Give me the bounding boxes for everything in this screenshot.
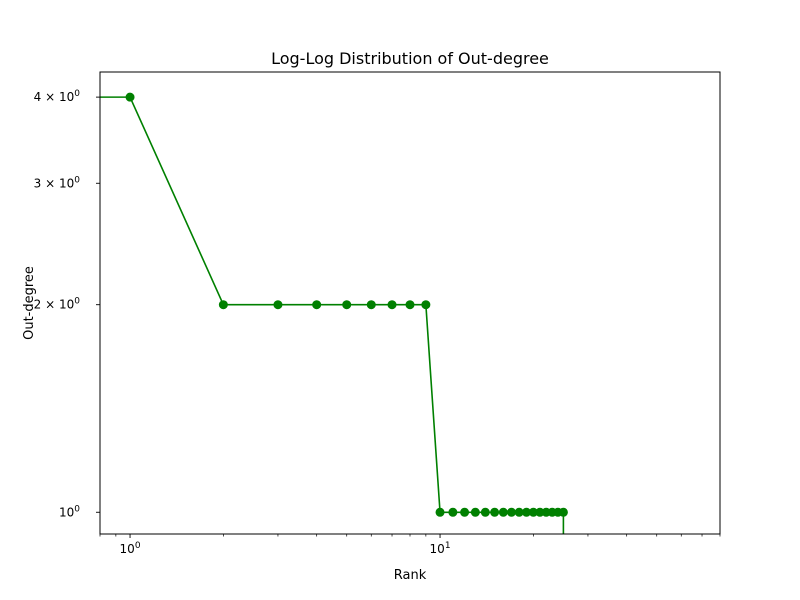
data-point (521, 507, 531, 517)
chart-title: Log-Log Distribution of Out-degree (271, 49, 549, 68)
data-point (498, 507, 508, 517)
data-point (528, 507, 538, 517)
y-tick-label: 100 (59, 504, 80, 519)
x-tick-label: 101 (430, 541, 451, 556)
data-point (470, 507, 480, 517)
y-axis-label: Out-degree (22, 266, 37, 340)
data-point (448, 507, 458, 517)
y-tick-label: 2 × 100 (34, 297, 81, 312)
x-axis-label: Rank (394, 568, 427, 583)
data-point (490, 507, 500, 517)
data-point (535, 507, 545, 517)
data-point (435, 507, 445, 517)
x-tick-label: 100 (120, 541, 141, 556)
axis-ticks: 100 101 100 2 × 100 3 × 100 4 × 100 (34, 89, 721, 556)
data-point (480, 507, 490, 517)
plot-area (100, 92, 568, 534)
data-point (514, 507, 524, 517)
data-point (421, 300, 431, 310)
series-line (100, 96, 565, 534)
data-point (460, 507, 470, 517)
data-point (387, 300, 397, 310)
y-tick-label: 3 × 100 (34, 175, 81, 190)
data-point (366, 300, 376, 310)
data-point (125, 92, 135, 102)
data-point (273, 300, 283, 310)
data-point (342, 300, 352, 310)
data-point (312, 300, 322, 310)
data-point (405, 300, 415, 310)
y-tick-label: 4 × 100 (34, 89, 81, 104)
data-point (558, 507, 568, 517)
data-point (506, 507, 516, 517)
data-point (218, 300, 228, 310)
